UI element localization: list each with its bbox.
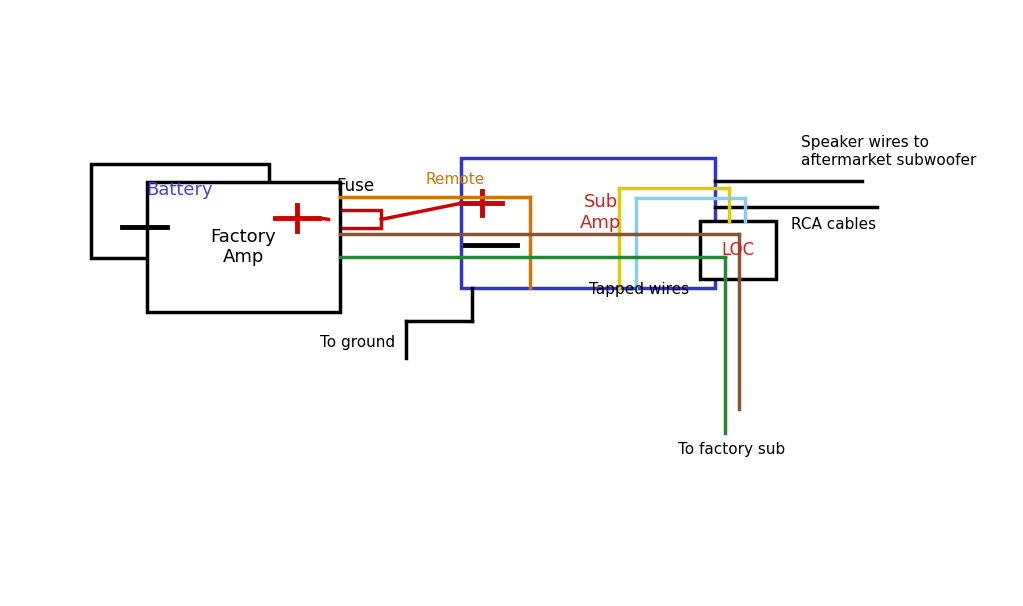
Text: Remote: Remote [426,171,485,187]
Text: LOC: LOC [721,241,754,259]
Text: Battery: Battery [146,181,214,199]
Text: To factory sub: To factory sub [678,442,786,458]
Text: Factory
Amp: Factory Amp [211,227,276,267]
FancyBboxPatch shape [461,158,715,288]
Text: To ground: To ground [320,335,396,350]
Text: Fuse: Fuse [336,177,374,195]
Text: Sub
Amp: Sub Amp [580,193,622,231]
Text: RCA cables: RCA cables [791,217,876,231]
FancyBboxPatch shape [147,182,340,312]
Text: Tapped wires: Tapped wires [589,282,690,297]
FancyBboxPatch shape [700,221,775,279]
FancyBboxPatch shape [91,164,269,258]
Text: Speaker wires to
aftermarket subwoofer: Speaker wires to aftermarket subwoofer [801,135,977,168]
FancyBboxPatch shape [328,210,382,228]
